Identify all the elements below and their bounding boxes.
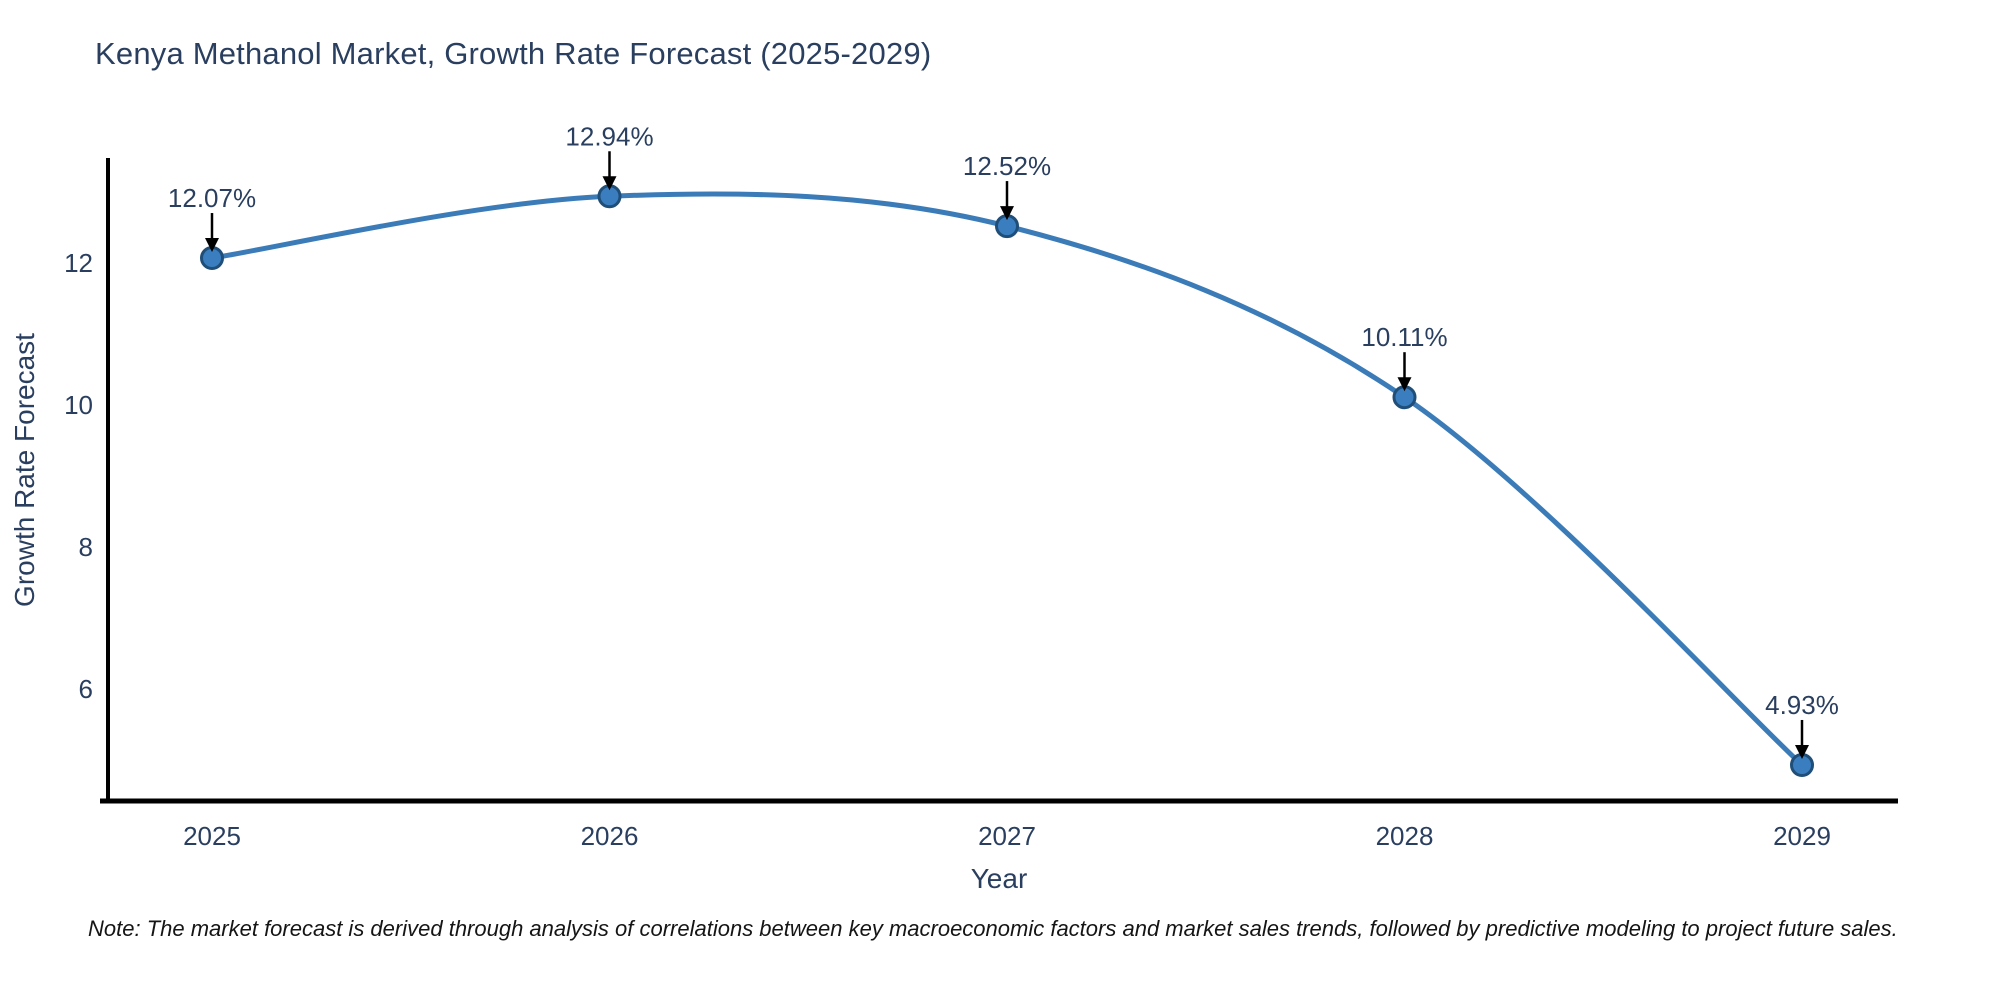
x-tick-label: 2028 xyxy=(1376,821,1434,851)
x-tick-label: 2027 xyxy=(978,821,1036,851)
annotation-arrowhead-icon xyxy=(602,176,617,191)
x-tick-label: 2026 xyxy=(581,821,639,851)
x-tick-label: 2025 xyxy=(183,821,241,851)
annotation-arrowhead-icon xyxy=(1000,206,1014,221)
point-value-label: 12.94% xyxy=(565,121,653,151)
x-axis-title: Year xyxy=(971,863,1028,894)
point-value-label: 10.11% xyxy=(1361,322,1447,352)
footnote: Note: The market forecast is derived thr… xyxy=(88,916,1898,941)
x-tick-label: 2029 xyxy=(1773,821,1831,851)
point-value-label: 12.52% xyxy=(963,151,1051,181)
y-tick-label: 12 xyxy=(64,248,93,278)
annotation-arrowhead-icon xyxy=(205,238,219,253)
y-tick-label: 10 xyxy=(64,390,93,420)
annotation-arrowhead-icon xyxy=(1795,744,1809,759)
point-value-label: 4.93% xyxy=(1765,690,1839,720)
annotation-arrowhead-icon xyxy=(1397,377,1412,392)
trend-line xyxy=(209,191,1805,768)
y-tick-label: 8 xyxy=(79,532,93,562)
chart-title: Kenya Methanol Market, Growth Rate Forec… xyxy=(95,36,932,71)
y-axis-title: Growth Rate Forecast xyxy=(9,333,40,607)
y-tick-label: 6 xyxy=(79,674,93,704)
point-value-label: 12.07% xyxy=(168,183,256,213)
